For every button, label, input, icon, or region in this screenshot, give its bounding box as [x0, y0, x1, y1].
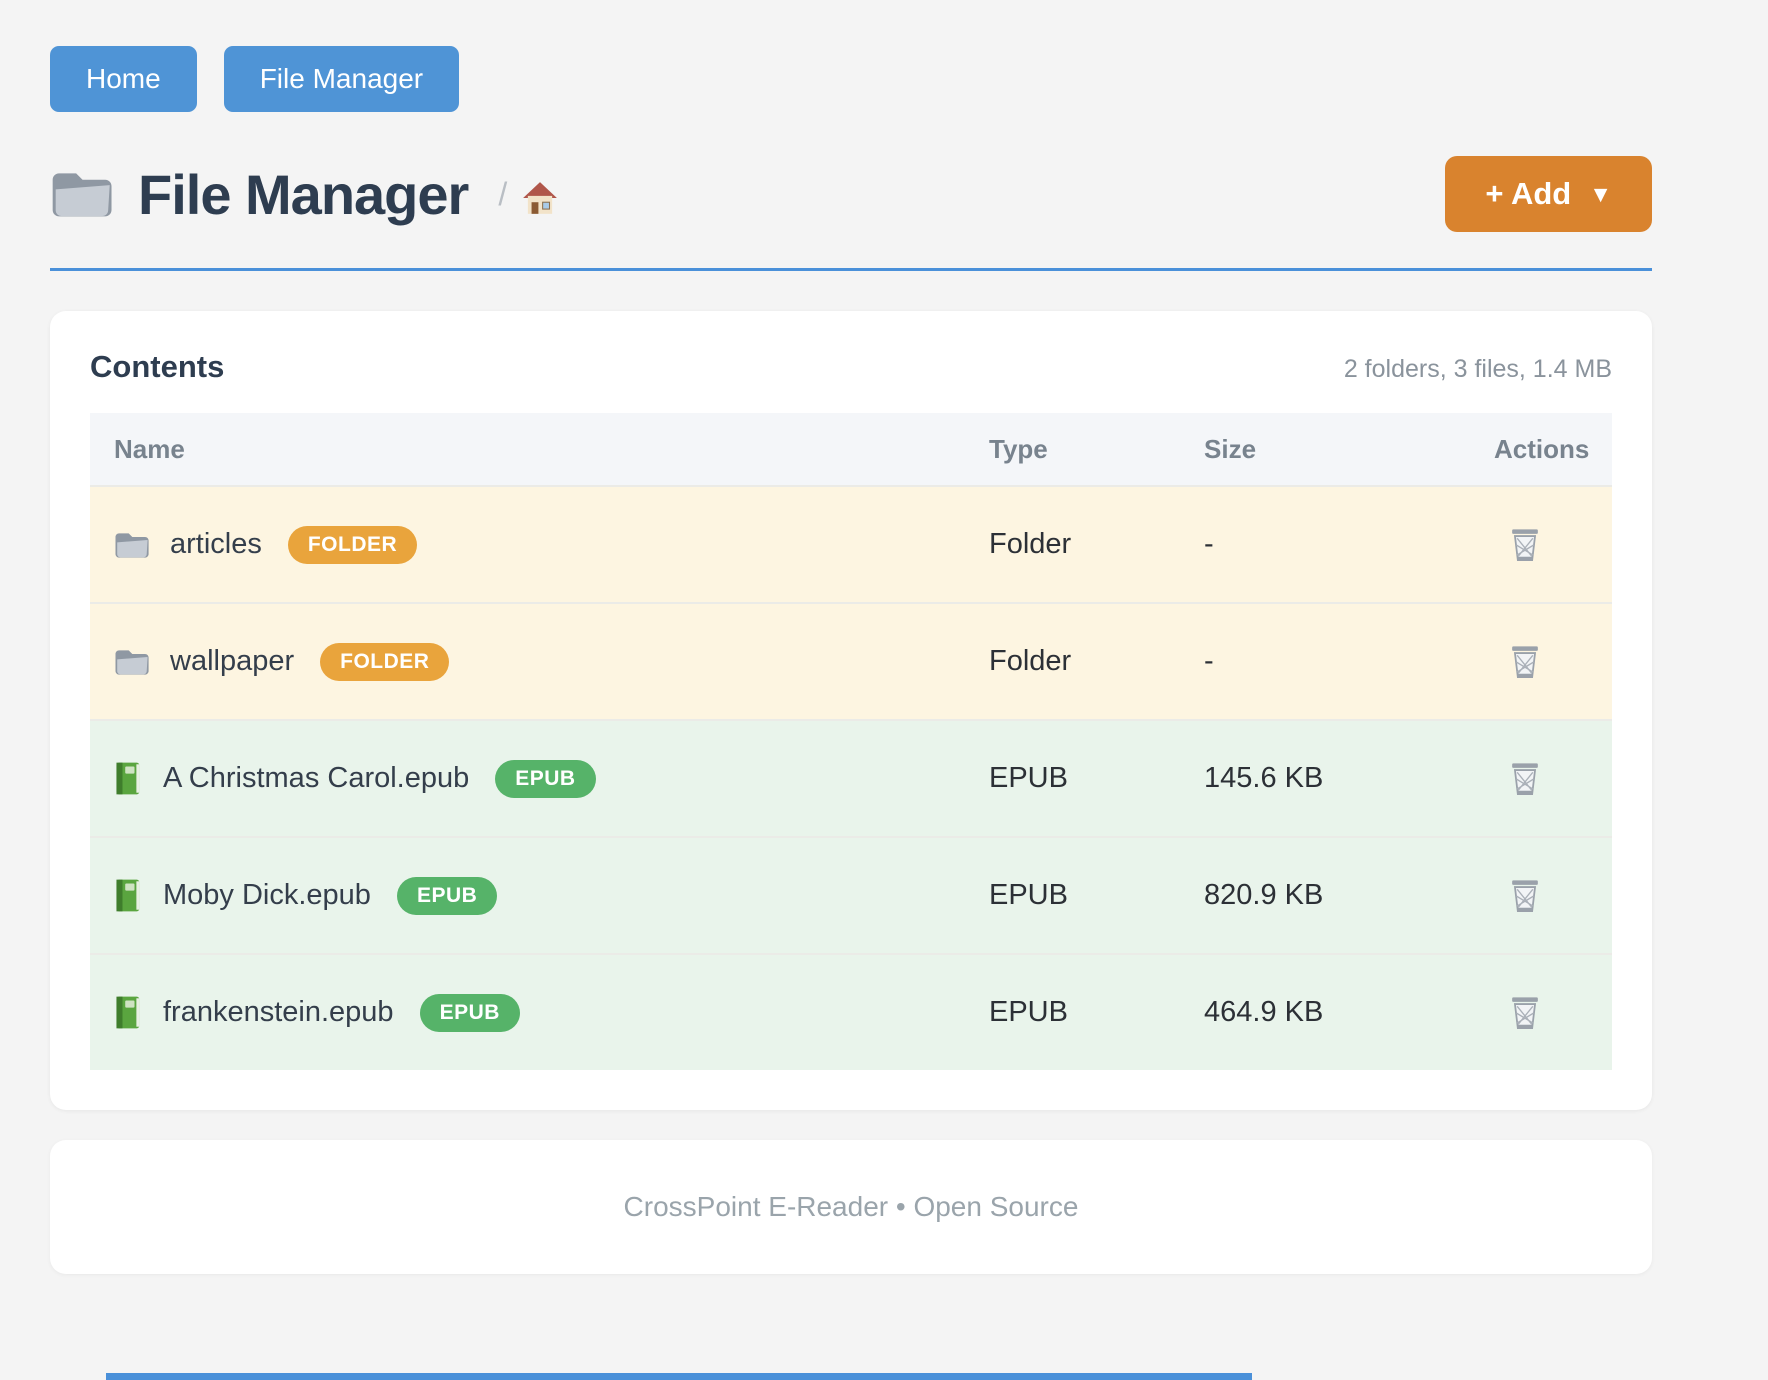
- type-badge: EPUB: [495, 759, 596, 798]
- type-cell: EPUB: [989, 762, 1068, 794]
- nav-home-button[interactable]: Home: [50, 46, 197, 112]
- green-book-icon: [116, 879, 140, 912]
- contents-summary: 2 folders, 3 files, 1.4 MB: [1343, 355, 1612, 383]
- delete-button[interactable]: [1508, 643, 1542, 681]
- file-name[interactable]: frankenstein.epub: [163, 996, 394, 1028]
- file-name[interactable]: wallpaper: [170, 645, 295, 677]
- delete-button[interactable]: [1508, 760, 1542, 798]
- folder-icon: [115, 649, 149, 675]
- nav-file-manager-button[interactable]: File Manager: [223, 46, 460, 112]
- delete-button[interactable]: [1508, 994, 1542, 1032]
- type-cell: Folder: [989, 645, 1072, 677]
- add-button[interactable]: + Add ▼: [1445, 156, 1652, 232]
- top-navigation: Home File Manager: [50, 0, 1652, 112]
- title-divider: [50, 268, 1652, 271]
- green-book-icon: [116, 996, 140, 1029]
- file-name[interactable]: Moby Dick.epub: [163, 879, 371, 911]
- file-name[interactable]: A Christmas Carol.epub: [163, 762, 470, 794]
- breadcrumb-separator: /: [498, 175, 508, 212]
- table-header-row: Name Type Size Actions: [90, 413, 1612, 485]
- table-row[interactable]: articles FOLDER Folder -: [90, 485, 1612, 602]
- trash-icon: [1511, 644, 1539, 678]
- trash-icon: [1511, 761, 1539, 795]
- size-cell: 145.6 KB: [1204, 762, 1324, 794]
- type-cell: EPUB: [989, 996, 1068, 1028]
- type-badge: EPUB: [396, 876, 498, 915]
- table-row[interactable]: Moby Dick.epub EPUB EPUB 820.9 KB: [90, 836, 1612, 953]
- contents-card-header: Contents 2 folders, 3 files, 1.4 MB: [90, 349, 1612, 385]
- column-header-name: Name: [114, 433, 185, 464]
- file-name[interactable]: articles: [170, 528, 262, 560]
- delete-button[interactable]: [1508, 877, 1542, 915]
- trash-icon: [1511, 527, 1539, 561]
- footer: CrossPoint E-Reader • Open Source: [50, 1140, 1652, 1274]
- add-button-label: + Add: [1485, 176, 1572, 211]
- size-cell: 820.9 KB: [1204, 879, 1324, 911]
- file-table: Name Type Size Actions articles FOLDER F…: [90, 413, 1612, 1070]
- contents-card: Contents 2 folders, 3 files, 1.4 MB Name…: [50, 311, 1652, 1110]
- table-row[interactable]: A Christmas Carol.epub EPUB EPUB 145.6 K…: [90, 719, 1612, 836]
- type-badge: FOLDER: [320, 642, 450, 681]
- house-icon[interactable]: [521, 180, 559, 216]
- footer-text: CrossPoint E-Reader • Open Source: [623, 1191, 1079, 1222]
- size-cell: 464.9 KB: [1204, 996, 1324, 1028]
- folder-icon: [52, 173, 112, 217]
- page-header: File Manager / + Add ▼: [50, 156, 1652, 232]
- size-cell: -: [1204, 645, 1214, 677]
- folder-icon: [115, 532, 149, 558]
- trash-icon: [1511, 995, 1539, 1029]
- column-header-size: Size: [1204, 433, 1257, 464]
- delete-button[interactable]: [1508, 526, 1542, 564]
- type-badge: EPUB: [419, 993, 520, 1032]
- green-book-icon: [116, 762, 140, 795]
- type-cell: Folder: [989, 528, 1072, 560]
- type-badge: FOLDER: [287, 525, 418, 564]
- bottom-cutoff-bar: [106, 1373, 1252, 1380]
- trash-icon: [1511, 878, 1539, 912]
- table-row[interactable]: wallpaper FOLDER Folder -: [90, 602, 1612, 719]
- chevron-down-icon: ▼: [1589, 180, 1612, 207]
- column-header-type: Type: [989, 433, 1048, 464]
- type-cell: EPUB: [989, 879, 1068, 911]
- size-cell: -: [1204, 528, 1214, 560]
- page: Home File Manager File Manager / + Add ▼…: [50, 0, 1652, 1274]
- column-header-actions: Actions: [1494, 433, 1590, 464]
- contents-heading: Contents: [90, 349, 225, 384]
- page-title: File Manager: [138, 162, 469, 226]
- table-row[interactable]: frankenstein.epub EPUB EPUB 464.9 KB: [90, 953, 1612, 1070]
